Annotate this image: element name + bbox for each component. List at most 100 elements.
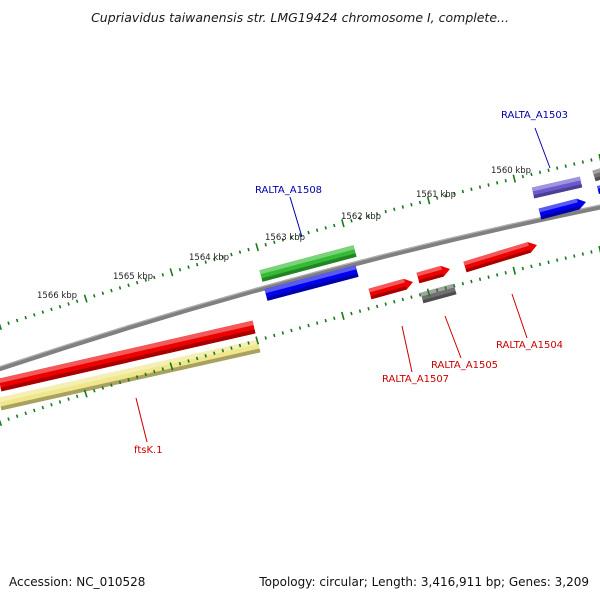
gene-edge-gray (592, 168, 600, 182)
gene-ftsk1-cds-shadow (0, 329, 256, 392)
outer-scale-minor-tick (281, 238, 285, 242)
tick-label: 1560 kbp (491, 166, 531, 176)
outer-scale-minor-tick (204, 260, 207, 264)
tick-label: 1562 kbp (341, 212, 381, 222)
inner-scale-minor-tick (213, 351, 216, 355)
inner-scale-minor-tick (495, 273, 499, 277)
gene-label-ralta-a1507: RALTA_A1507 (382, 374, 449, 385)
gene-ralta-a1504-cds (463, 242, 537, 273)
inner-scale-minor-tick (581, 252, 585, 256)
outer-scale-minor-tick (435, 196, 439, 200)
outer-scale-minor-tick (478, 185, 482, 189)
gene-ralta-a1505-cds-shadow (422, 291, 457, 304)
feature-tracks (0, 168, 600, 411)
inner-scale-minor-tick (315, 321, 319, 325)
outer-scale-minor-tick (333, 223, 336, 228)
inner-scale-minor-tick (41, 405, 45, 410)
gene-leader-line (135, 397, 148, 443)
inner-scale-minor-tick (444, 286, 447, 290)
tick-label: 1563 kbp (265, 233, 305, 243)
inner-scale-minor-tick (230, 346, 233, 350)
inner-scale-minor-tick (187, 359, 190, 363)
inner-scale-minor-tick (67, 397, 70, 401)
outer-scale-minor-tick (504, 178, 507, 183)
gene-ralta-a1505-cds (420, 283, 457, 304)
gene-ralta-a1503-cds-shadow (533, 184, 583, 199)
outer-scale-minor-tick (247, 247, 250, 252)
gene-ralta-a1507-cds (368, 278, 413, 300)
inner-scale-major-tick (0, 419, 3, 427)
inner-scale-minor-tick (504, 271, 507, 275)
outer-scale-minor-tick (127, 283, 130, 288)
inner-scale-major-tick (512, 266, 517, 275)
outer-scale-major-tick (255, 243, 260, 252)
outer-scale-minor-tick (298, 233, 302, 237)
outer-scale-minor-tick (470, 187, 473, 192)
inner-scale-major-tick (598, 245, 600, 254)
inner-scale-minor-tick (461, 281, 465, 286)
outer-scale-minor-tick (110, 288, 113, 293)
outer-scale-minor-tick (538, 170, 542, 175)
gene-ralta-a1508-green (259, 245, 357, 282)
inner-scale-minor-tick (521, 266, 525, 271)
outer-scale-minor-tick (135, 280, 139, 285)
inner-scale-minor-tick (564, 256, 567, 260)
outer-scale-minor-tick (418, 200, 422, 205)
outer-scale-minor-tick (495, 181, 499, 185)
inner-scale-minor-tick (375, 304, 379, 309)
inner-scale-minor-tick (221, 348, 225, 353)
inner-scale-minor-tick (547, 260, 550, 264)
backbone-arc (0, 204, 600, 372)
outer-scale-minor-tick (187, 265, 190, 269)
outer-scale-minor-tick (161, 273, 165, 277)
outer-scale-minor-tick (230, 252, 233, 257)
outer-scale-minor-tick (564, 164, 567, 168)
inner-scale-minor-tick (33, 408, 36, 413)
outer-scale-minor-tick (33, 313, 36, 317)
outer-scale-minor-tick (384, 209, 387, 214)
outer-scale-minor-tick (178, 267, 182, 272)
gene-ralta-a1503-blue-shadow (540, 206, 580, 220)
inner-scale-minor-tick (290, 328, 293, 333)
outer-scale-minor-tick (590, 158, 593, 162)
gene-ralta-a1508-cds-shadow (266, 273, 359, 301)
outer-scale-minor-tick (41, 310, 45, 314)
inner-scale-minor-tick (135, 375, 139, 379)
inner-scale-minor-tick (50, 402, 53, 407)
inner-scale-minor-tick (538, 262, 542, 267)
tick-label: 1564 kbp (189, 253, 229, 263)
map-title: Cupriavidus taiwanensis str. LMG19424 ch… (91, 10, 509, 25)
inner-scale-minor-tick (333, 316, 336, 321)
outer-scale-minor-tick (530, 172, 533, 177)
inner-scale-minor-tick (530, 264, 533, 269)
inner-scale-minor-tick (358, 309, 362, 313)
inner-scale-minor-tick (350, 311, 353, 316)
outer-scale-minor-tick (401, 205, 405, 209)
gene-ralta-a1507-cds-highlight (368, 278, 405, 293)
gene-label-ralta-a1508: RALTA_A1508 (255, 185, 322, 196)
inner-scale-minor-tick (58, 400, 62, 404)
outer-scale-minor-tick (50, 307, 53, 312)
outer-scale-minor-tick (24, 315, 27, 320)
gene-leader-line (534, 127, 551, 169)
gene-ralta-a1506-cds-highlight (416, 265, 442, 277)
inner-scale-minor-tick (15, 414, 19, 418)
inner-scale-minor-tick (453, 284, 456, 288)
outer-scale-minor-tick (67, 302, 70, 306)
gene-ralta-a1503-blue (538, 198, 586, 220)
outer-scale-minor-tick (75, 299, 79, 304)
outer-scale-minor-tick (7, 321, 10, 325)
gene-ftsk1-yellow-highlight (0, 339, 259, 403)
outer-scale-minor-tick (118, 286, 122, 290)
gene-ftsk1-cds (0, 320, 256, 392)
gene-label-ftsk-1: ftsK.1 (134, 445, 163, 456)
inner-scale-minor-tick (298, 326, 302, 330)
gene-ralta-a1508-green-highlight (259, 245, 355, 275)
gene-ralta-a1504-cds-shadow (465, 249, 531, 273)
outer-scale-minor-tick (273, 240, 276, 245)
outer-scale-minor-tick (487, 183, 490, 187)
inner-scale-major-tick (255, 336, 260, 345)
inner-scale-minor-tick (590, 250, 593, 254)
tick-label: 1566 kbp (37, 291, 77, 301)
